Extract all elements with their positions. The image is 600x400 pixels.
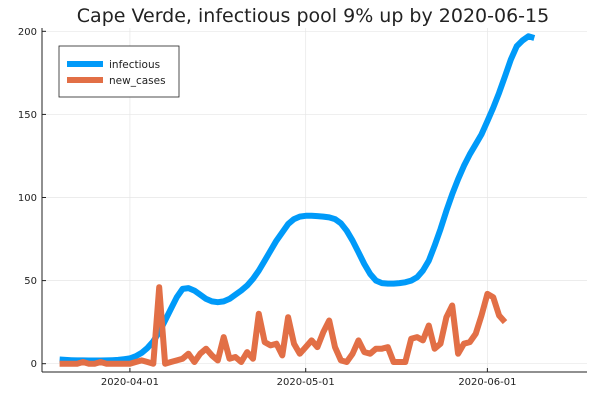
legend-box: [58, 45, 180, 98]
series-line-new-cases: [59, 284, 508, 367]
axes: 0 50 100 150 200 2020-04-01 2020-05-01 2020-06-…: [18, 27, 587, 388]
y-tick-label: 200: [18, 27, 37, 38]
y-tick-label: 100: [18, 193, 37, 204]
series-line-infectious: [59, 33, 536, 364]
legend: infectious new_cases: [58, 45, 180, 98]
y-tick-label: 0: [31, 359, 37, 370]
y-tick-label: 150: [18, 110, 37, 121]
legend-label: infectious: [109, 59, 160, 71]
x-tick-label: 2020-06-01: [458, 377, 516, 388]
x-tick-label: 2020-05-01: [277, 377, 335, 388]
x-tick-label: 2020-04-01: [101, 377, 159, 388]
chart-title: Cape Verde, infectious pool 9% up by 202…: [77, 5, 549, 27]
y-tick-label: 50: [24, 276, 37, 287]
plot-area: [59, 33, 536, 367]
legend-label: new_cases: [109, 75, 166, 87]
